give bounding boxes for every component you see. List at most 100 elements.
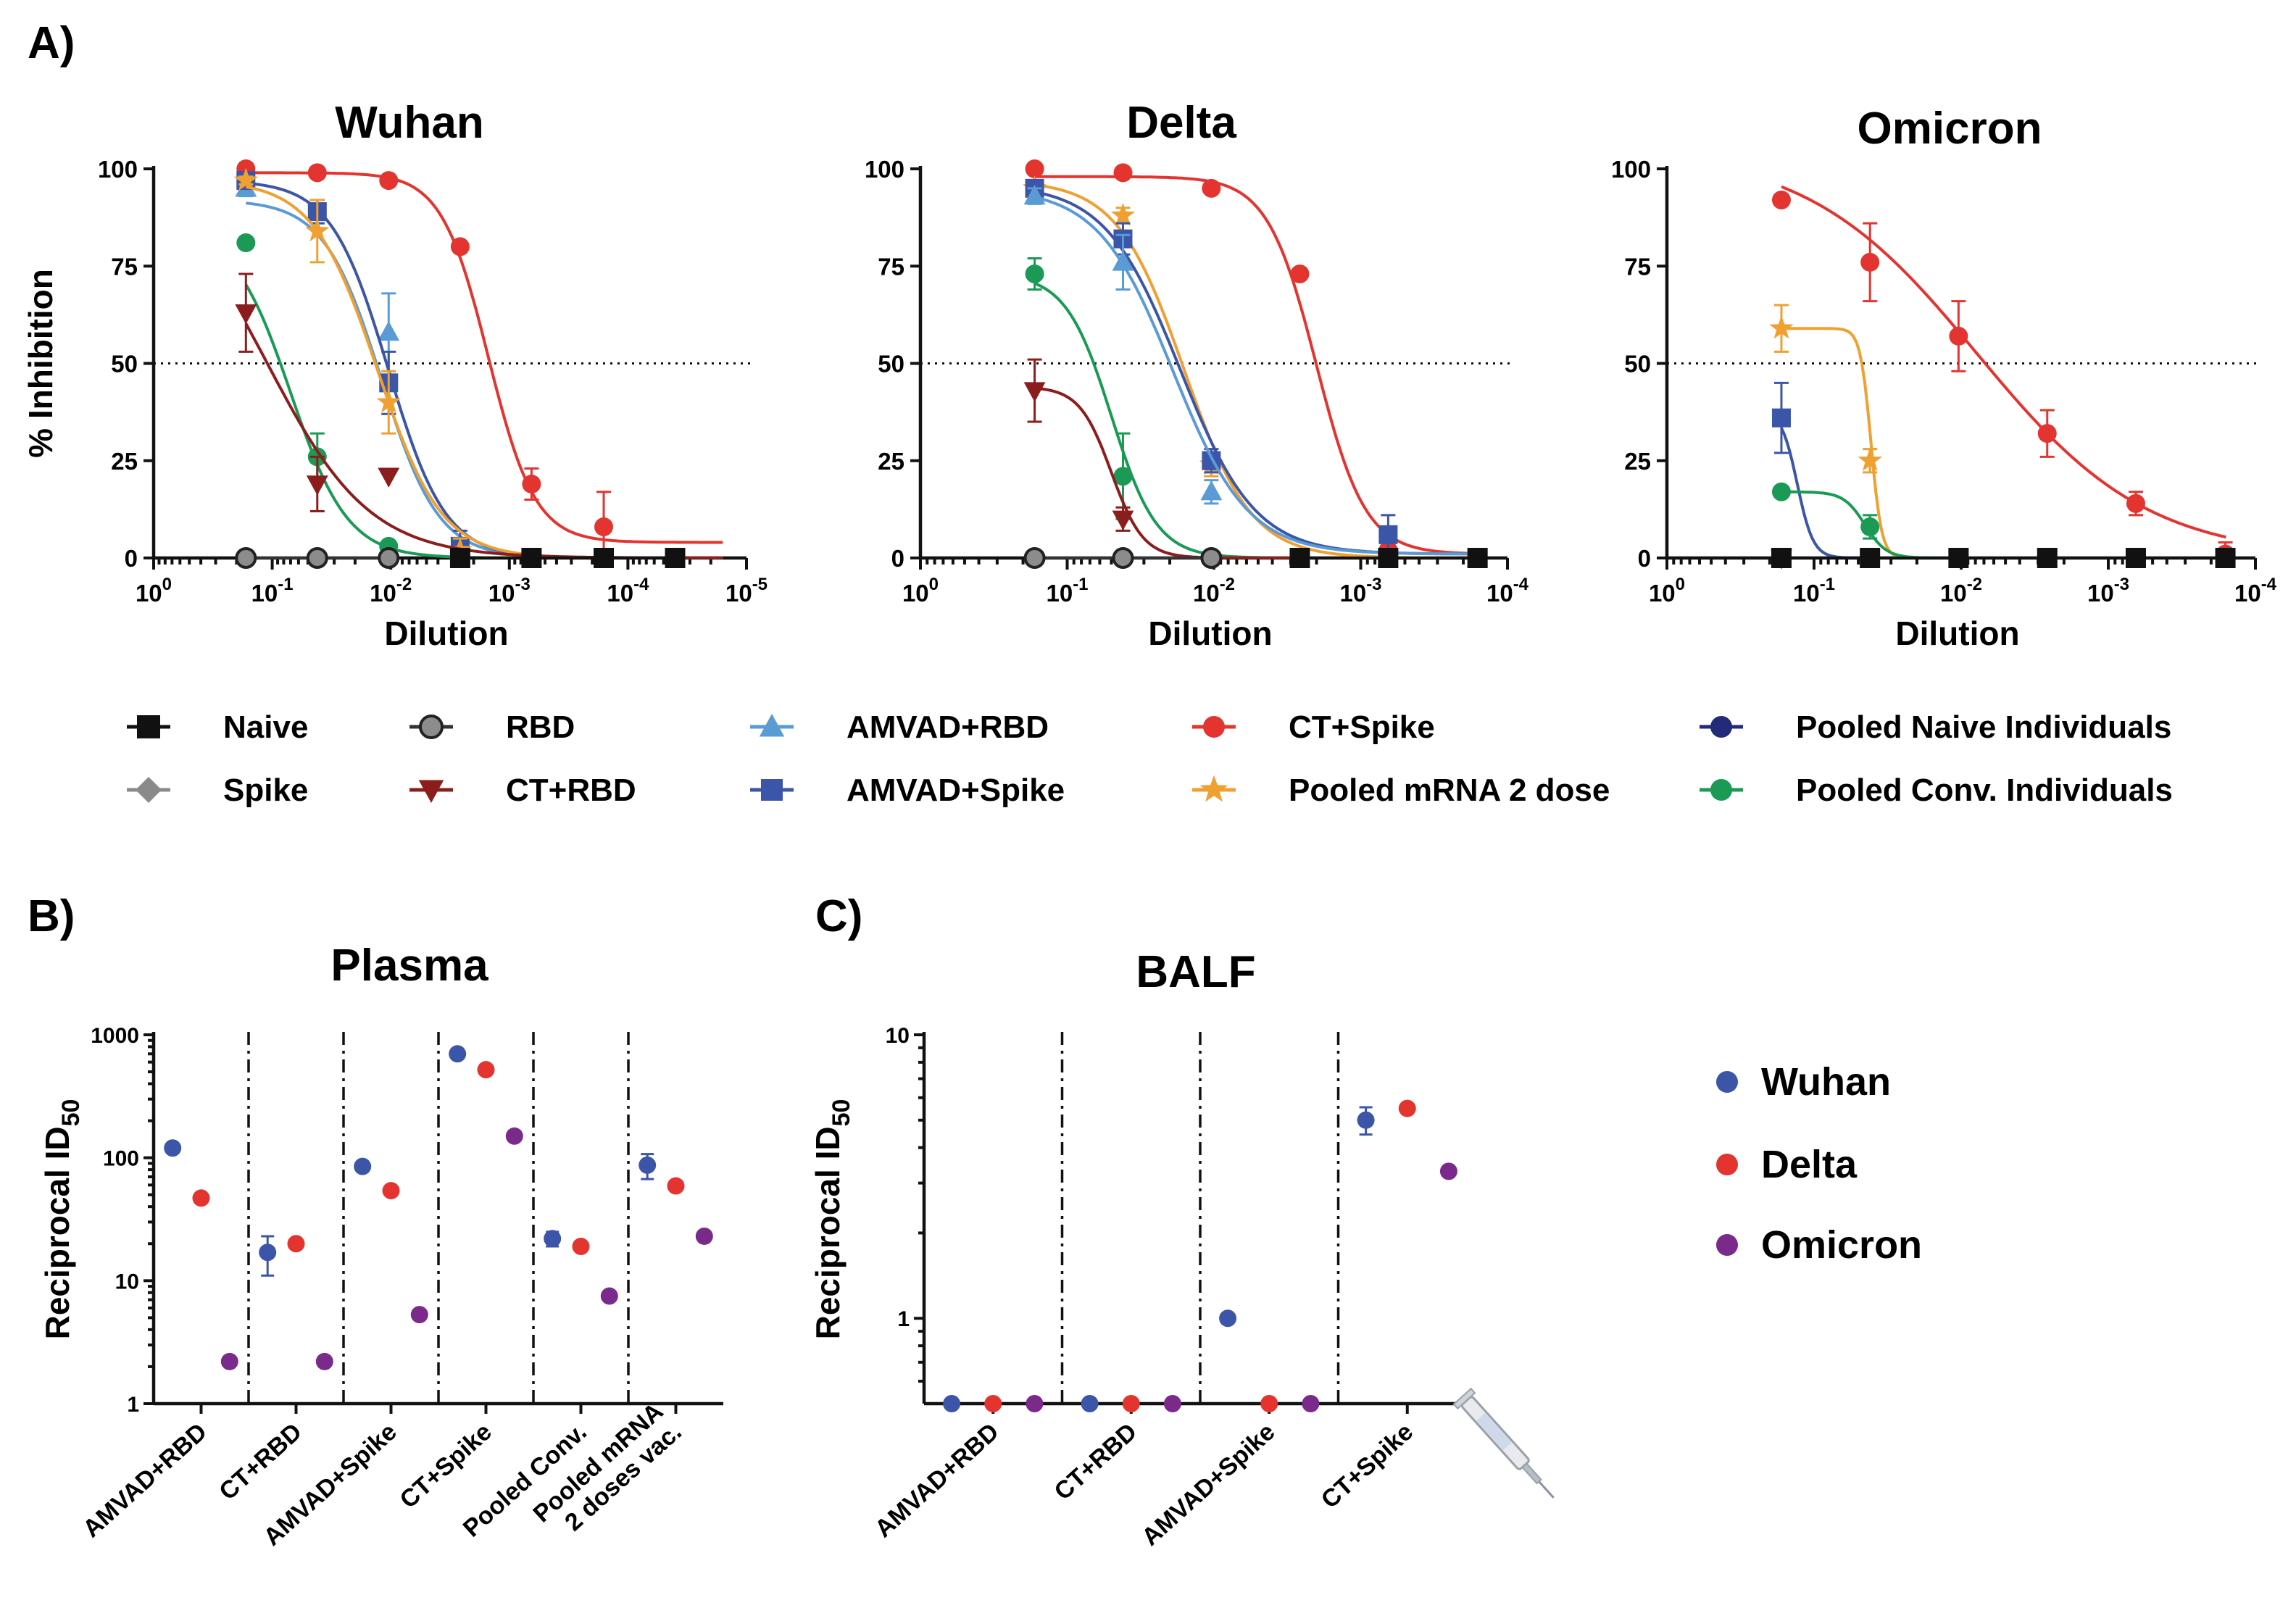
y-tick-label: 10 [115, 1270, 139, 1294]
data-point-wuhan [1219, 1309, 1237, 1328]
data-point-delta [984, 1395, 1002, 1412]
data-point-wuhan [544, 1230, 562, 1248]
data-point-naive [594, 548, 615, 568]
category-label: AMVAD+RBD [78, 1418, 212, 1544]
data-point-amvad_rbd [1023, 184, 1046, 205]
data-point-omicron [1439, 1162, 1457, 1180]
y-tick-label: 100 [98, 156, 138, 183]
fit-curve-amvad_rbd [1034, 196, 1478, 556]
legend-item-ct_rbd: CT+RBD [409, 772, 636, 808]
category-label: AMVAD+Spike [1136, 1418, 1280, 1551]
series-mrna [1022, 175, 1478, 559]
y-tick-label: 10 [886, 1024, 910, 1048]
data-point-rbd [1200, 547, 1223, 569]
legend-label: Pooled Conv. Individuals [1796, 772, 2173, 808]
panel-label-b: B) [28, 891, 75, 941]
series-mrna [1769, 304, 2226, 559]
data-point-wuhan [943, 1395, 961, 1412]
x-tick-label: 10-4 [607, 575, 649, 607]
y-tick-label: 25 [1624, 448, 1651, 475]
series-amvad_rbd [1023, 184, 1478, 556]
data-point-mrna [233, 167, 258, 191]
legend-item-delta: Delta [1716, 1143, 1858, 1186]
data-point-naive [2125, 548, 2146, 568]
y-tick-label: 1 [127, 1393, 139, 1417]
data-point-rbd [1023, 547, 1046, 569]
data-point-wuhan [259, 1244, 277, 1262]
chart-title: BALF [1136, 947, 1255, 997]
data-point-ct_spike [1290, 264, 1310, 283]
series-omicron [1026, 1162, 1457, 1412]
data-point-naive [2037, 548, 2058, 568]
data-point-rbd [306, 547, 328, 569]
x-tick-label: 10-4 [2234, 575, 2277, 607]
data-point-amvad_rbd [1112, 251, 1134, 271]
data-point-ct_spike [307, 163, 327, 183]
y-tick-label: 100 [865, 156, 904, 183]
x-tick-label: 10-1 [1793, 575, 1835, 607]
variant-legend: Wuhan Delta Omicron [1716, 1060, 1922, 1267]
legend-label: Pooled mRNA 2 dose [1289, 772, 1610, 808]
data-point-naive [1771, 548, 1792, 568]
legend-item-rbd: RBD [409, 709, 575, 745]
legend-item-naive: Naive [127, 709, 308, 745]
data-point-delta [287, 1235, 305, 1253]
x-tick-label: 10-1 [1046, 575, 1088, 607]
data-point-mrna [1769, 315, 1794, 339]
category-label: CT+RBD [214, 1418, 307, 1506]
y-tick-label: 0 [125, 545, 138, 572]
data-point-ct_spike [1025, 159, 1044, 178]
legend-label: Naive [223, 709, 308, 745]
chart-title: Wuhan [335, 98, 484, 148]
data-point-wuhan [1357, 1111, 1375, 1129]
legend-item-amvad_spike: AMVAD+Spike [750, 772, 1065, 808]
x-tick-label: 100 [902, 575, 939, 607]
category-label: CT+Spike [1316, 1418, 1418, 1515]
data-point-delta [477, 1061, 495, 1079]
x-tick-label: 10-5 [725, 575, 768, 607]
data-point-ct_spike [2126, 493, 2145, 513]
x-tick-label: 10-2 [1940, 575, 1982, 607]
series-naive [1771, 548, 2236, 568]
data-point-omicron [315, 1352, 333, 1370]
legend-label: Omicron [1761, 1223, 1922, 1267]
data-point-conv [1113, 467, 1133, 486]
data-point-rbd [1112, 547, 1134, 569]
data-point-rbd [235, 547, 257, 569]
x-axis-label: Dilution [384, 615, 508, 652]
data-point-wuhan [164, 1139, 182, 1157]
data-point-omicron [695, 1227, 713, 1245]
y-tick-label: 1 [897, 1307, 910, 1331]
x-tick-label: 10-3 [488, 575, 531, 607]
data-point-naive [2215, 548, 2236, 568]
y-axis-label: Reciprocal ID50 [809, 1099, 855, 1340]
legend-item-omicron: Omicron [1716, 1223, 1922, 1267]
data-point-ct_rbd [1112, 510, 1134, 530]
data-point-ct_rbd [1023, 382, 1046, 402]
y-tick-label: 50 [1624, 351, 1651, 378]
data-point-naive [1378, 548, 1399, 568]
data-point-ct_spike [379, 171, 399, 191]
chart-title: Delta [1126, 98, 1236, 148]
category-label: CT+Spike [395, 1418, 497, 1515]
data-point-omicron [600, 1287, 618, 1305]
legend-label: Delta [1761, 1143, 1858, 1186]
x-tick-label: 10-1 [251, 575, 294, 607]
data-point-delta [1122, 1395, 1140, 1412]
data-point-naive [1289, 548, 1310, 568]
legend-label: CT+Spike [1289, 709, 1435, 745]
chart-title: Omicron [1858, 104, 2042, 154]
data-point-omicron [1302, 1395, 1320, 1412]
y-tick-label: 0 [1638, 545, 1651, 572]
fit-curve-conv [1781, 490, 2226, 559]
balf-id50-chart: BALF 1 10 Reciprocal ID50 AMVAD+RBD CT+RBDAMV… [809, 947, 1476, 1551]
series-wuhan [164, 1045, 657, 1277]
fit-curve-amvad_spike [1034, 190, 1478, 556]
legend-marker-delta [1716, 1154, 1738, 1175]
data-point-naive [521, 548, 542, 568]
data-point-conv [236, 233, 256, 253]
legend-item-ct_spike: CT+Spike [1192, 709, 1435, 745]
y-tick-label: 50 [111, 351, 138, 378]
y-tick-label: 25 [111, 448, 138, 475]
fit-curve-ct_spike [1034, 175, 1478, 555]
